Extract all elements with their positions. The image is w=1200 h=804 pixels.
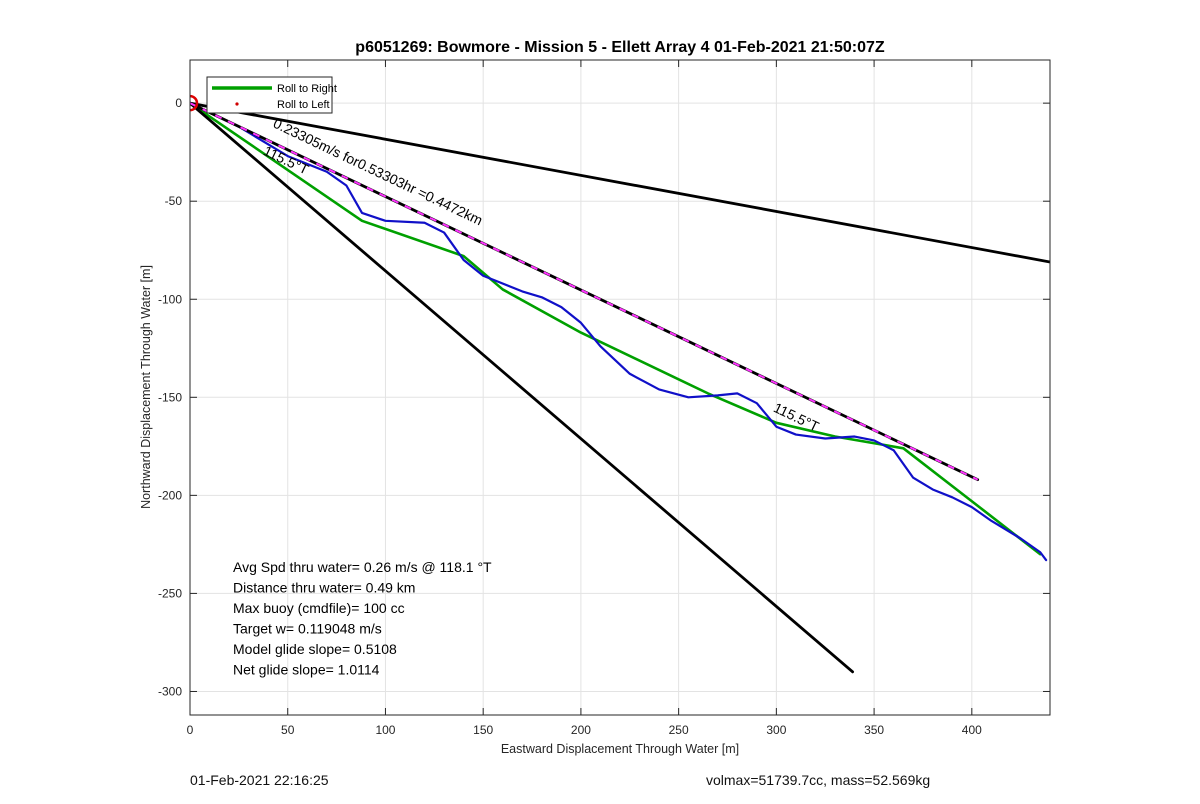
mean-track-line-dash (190, 102, 979, 481)
y-tick-label: -200 (158, 488, 182, 502)
x-tick-label: 400 (962, 723, 982, 737)
x-axis-label: Eastward Displacement Through Water [m] (501, 742, 739, 756)
stats-line: Target w= 0.119048 m/s (233, 621, 382, 637)
start-marker (190, 94, 199, 112)
y-axis-ticks: 0 -50 -100 -150 -200 -250 -300 (158, 96, 1050, 698)
legend-label-roll-left: Roll to Left (277, 99, 330, 111)
y-axis-label: Northward Displacement Through Water [m] (139, 265, 153, 509)
plot-frame (189, 59, 1051, 716)
x-tick-label: 300 (766, 723, 786, 737)
legend-label-roll-right: Roll to Right (277, 83, 337, 95)
series-lines (190, 94, 1050, 674)
x-tick-label: 250 (669, 723, 689, 737)
y-tick-label: 0 (175, 96, 182, 110)
stats-line: Net glide slope= 1.0114 (233, 662, 380, 678)
stats-line: Model glide slope= 0.5108 (233, 641, 397, 657)
heading-line-upper (190, 101, 1050, 264)
stats-line: Avg Spd thru water= 0.26 m/s @ 118.1 °T (233, 559, 492, 575)
footer-timestamp: 01-Feb-2021 22:16:25 (190, 772, 329, 788)
y-tick-label: -100 (158, 292, 182, 306)
trajectory-line (190, 102, 1048, 562)
footer-vehicle-params: volmax=51739.7cc, mass=52.569kg (706, 772, 931, 788)
x-tick-label: 200 (571, 723, 591, 737)
y-tick-label: -300 (158, 684, 182, 698)
legend-swatch-roll-left (235, 102, 239, 106)
y-tick-label: -50 (165, 194, 183, 208)
x-tick-label: 0 (187, 723, 194, 737)
grid-lines (189, 60, 1050, 715)
x-tick-label: 50 (281, 723, 295, 737)
x-tick-label: 150 (473, 723, 493, 737)
heading-line-lower (190, 101, 854, 674)
roll-right-line (190, 101, 1042, 556)
y-tick-label: -250 (158, 586, 182, 600)
legend-box (206, 76, 333, 114)
stats-line: Max buoy (cmdfile)= 100 cc (233, 600, 405, 616)
stats-text: Avg Spd thru water= 0.26 m/s @ 118.1 °T D… (233, 559, 492, 678)
chart-title: p6051269: Bowmore - Mission 5 - Ellett A… (355, 39, 885, 56)
x-axis-ticks: 0 50 100 150 200 250 300 350 400 (187, 60, 982, 737)
y-tick-label: -150 (158, 390, 182, 404)
x-tick-label: 350 (864, 723, 884, 737)
stats-line: Distance thru water= 0.49 km (233, 580, 415, 596)
legend: Roll to Right Roll to Left (206, 76, 337, 114)
x-tick-label: 100 (375, 723, 395, 737)
